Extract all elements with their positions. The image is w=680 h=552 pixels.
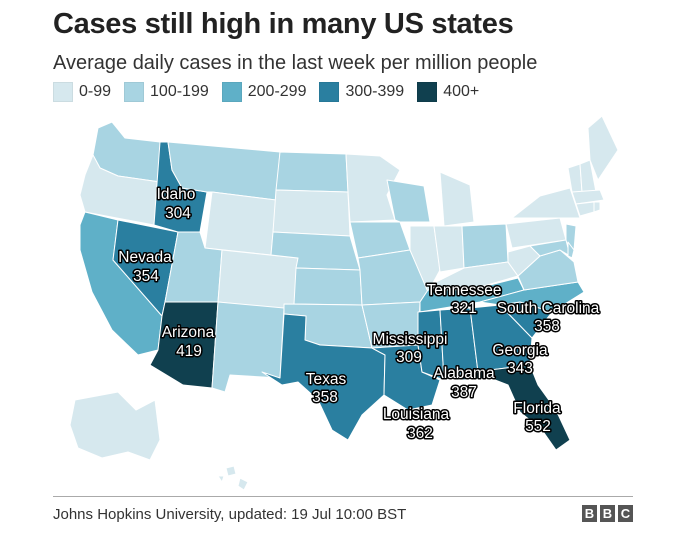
state-texas — [261, 313, 386, 441]
legend-item-0-99: 0-99 — [53, 82, 111, 102]
us-choropleth-map: Idaho 304 Nevada 354 Arizona 419 Texas 3… — [69, 115, 619, 491]
label-south-carolina-value: 358 — [534, 318, 560, 335]
bbc-logo-letter: B — [600, 505, 615, 522]
state-maine — [587, 115, 619, 181]
label-idaho-value: 304 — [165, 205, 191, 222]
state-wisconsin — [386, 179, 431, 223]
label-arizona-value: 419 — [176, 343, 202, 360]
footer-divider — [53, 496, 633, 497]
state-wyoming — [204, 191, 277, 256]
state-massachusetts — [571, 189, 605, 205]
label-florida-value: 552 — [525, 418, 551, 435]
state-kansas — [293, 267, 363, 306]
state-mississippi — [417, 309, 445, 381]
legend-item-100-199: 100-199 — [124, 82, 209, 102]
label-arizona-name: Arizona — [162, 324, 215, 341]
bbc-logo-letter: B — [582, 505, 597, 522]
state-maryland — [529, 239, 571, 257]
legend-label: 400+ — [443, 83, 480, 100]
state-west-virginia — [507, 245, 541, 277]
bbc-logo-letter: C — [618, 505, 633, 522]
state-hawaii — [217, 465, 249, 491]
legend-label: 200-299 — [247, 83, 307, 100]
state-new-york — [511, 187, 581, 219]
state-florida — [451, 364, 571, 451]
label-tennessee-value: 321 — [451, 300, 477, 317]
state-rhode-island — [593, 201, 601, 213]
legend-label: 0-99 — [79, 83, 112, 100]
legend-item-200-299: 200-299 — [221, 82, 307, 102]
state-illinois — [409, 225, 441, 293]
legend-item-400-plus: 400+ — [417, 82, 479, 102]
legend-swatch — [124, 82, 145, 102]
state-south-dakota — [272, 189, 351, 237]
state-colorado — [217, 249, 299, 311]
legend-item-300-399: 300-399 — [319, 82, 404, 102]
legend-label: 300-399 — [345, 83, 405, 100]
label-south-carolina-name: South Carolina — [497, 300, 600, 317]
state-ohio — [461, 223, 509, 269]
state-minnesota — [345, 153, 401, 223]
label-georgia-name: Georgia — [492, 342, 548, 359]
label-alabama-name: Alabama — [433, 365, 495, 382]
label-nevada-name: Nevada — [118, 249, 172, 266]
legend: 0-99 100-199 200-299 300-399 400+ — [53, 82, 492, 102]
state-delaware — [567, 241, 575, 259]
state-alaska — [69, 391, 161, 461]
label-nevada-value: 354 — [133, 268, 159, 285]
label-texas-value: 358 — [312, 389, 338, 406]
bbc-logo: B B C — [582, 505, 633, 522]
legend-swatch — [319, 82, 340, 102]
chart-title: Cases still high in many US states — [53, 8, 514, 40]
source-note: Johns Hopkins University, updated: 19 Ju… — [53, 506, 407, 523]
chart-subtitle: Average daily cases in the last week per… — [53, 52, 538, 74]
legend-swatch — [53, 82, 73, 102]
state-michigan — [439, 171, 475, 227]
label-louisiana-name: Louisiana — [383, 406, 450, 423]
label-mississippi-value: 309 — [396, 349, 422, 366]
label-louisiana-value: 362 — [407, 425, 433, 442]
label-florida-name: Florida — [513, 400, 561, 417]
label-mississippi-name: Mississippi — [373, 331, 448, 348]
legend-swatch — [417, 82, 438, 102]
label-idaho-name: Idaho — [157, 186, 196, 203]
label-tennessee-name: Tennessee — [427, 282, 502, 299]
state-north-dakota — [275, 151, 349, 193]
label-georgia-value: 343 — [507, 360, 533, 377]
legend-swatch — [221, 82, 242, 102]
label-alabama-value: 387 — [451, 384, 477, 401]
legend-label: 100-199 — [150, 83, 209, 100]
label-texas-name: Texas — [306, 371, 347, 388]
